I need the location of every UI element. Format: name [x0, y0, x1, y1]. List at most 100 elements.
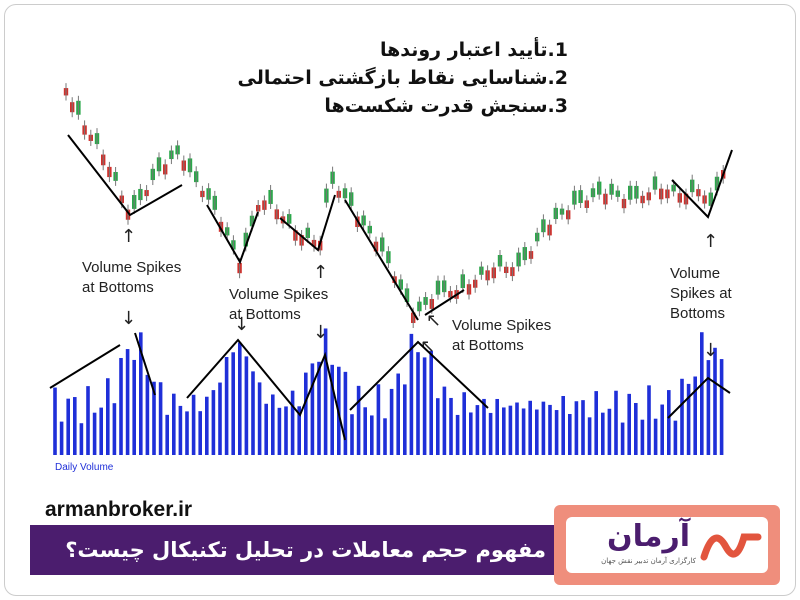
- svg-text:↑: ↑: [313, 262, 328, 283]
- volume-bar: [53, 387, 57, 455]
- volume-bar: [125, 349, 130, 455]
- trend-line: [671, 149, 733, 219]
- annotation: at Bottoms: [452, 337, 524, 354]
- volume-bar: [383, 418, 387, 455]
- volume-bar: [548, 404, 552, 455]
- volume-bar: [304, 372, 308, 455]
- annotation: Spikes at: [670, 285, 733, 302]
- site-url: armanbroker.ir: [45, 498, 193, 521]
- svg-text:↓: ↓: [313, 322, 328, 343]
- volume-bar: [455, 414, 460, 455]
- volume-bar: [620, 422, 625, 455]
- volume-bar: [112, 403, 117, 455]
- volume-bar: [152, 381, 156, 455]
- volume-bar: [416, 352, 420, 455]
- logo-tagline: کارگزاری آرمان تدبیر نقش جهان: [601, 557, 696, 565]
- logo-box: آرمان کارگزاری آرمان تدبیر نقش جهان: [566, 517, 768, 573]
- volume-bar: [132, 359, 136, 455]
- volume-bar: [462, 392, 466, 455]
- annotation: Volume Spikes: [452, 317, 551, 334]
- volume-bar: [594, 391, 598, 455]
- volume-bar: [363, 407, 367, 455]
- trend-line: [49, 344, 121, 389]
- volume-bar: [686, 383, 691, 455]
- volume-bar: [601, 412, 605, 455]
- volume-bar: [343, 371, 348, 455]
- volume-bar: [238, 342, 242, 455]
- svg-text:↖: ↖: [420, 336, 435, 357]
- volume-bar: [653, 418, 658, 455]
- trend-line: [344, 199, 419, 321]
- volume-bar: [59, 421, 64, 455]
- svg-text:↓: ↓: [234, 314, 249, 335]
- volume-bar: [568, 413, 572, 455]
- volume-bar: [66, 398, 70, 455]
- annotation: at Bottoms: [229, 306, 301, 323]
- volume-bar: [284, 406, 288, 455]
- volume-bar: [409, 333, 414, 455]
- volume-bar: [145, 374, 150, 455]
- volume-bar: [317, 361, 321, 455]
- trend-line: [279, 194, 336, 252]
- volume-bar: [475, 405, 480, 455]
- volume-bar: [706, 360, 711, 455]
- trend-line: [206, 204, 259, 265]
- volume-bar: [482, 398, 486, 455]
- volume-bar: [310, 363, 315, 455]
- volume-bar: [422, 357, 427, 455]
- volume-bar: [541, 401, 546, 455]
- volume-bar: [79, 423, 84, 455]
- list-item: 3.سنجش قدرت شکست‌ها: [324, 95, 568, 117]
- volume-bar: [673, 420, 678, 455]
- annotation: at Bottoms: [82, 279, 154, 296]
- trend-line: [186, 338, 346, 441]
- volume-bar: [719, 359, 724, 455]
- annotation: Volume Spikes: [82, 259, 181, 276]
- volume-bar: [554, 410, 559, 455]
- headline: مفهوم حجم معاملات در تحلیل تکنیکال چیست؟: [30, 525, 570, 575]
- volume-bar: [211, 390, 216, 455]
- volume-bar: [436, 398, 440, 455]
- volume-bar: [231, 352, 235, 455]
- logo-mark: [700, 533, 762, 561]
- volume-bar: [185, 411, 189, 455]
- logo-name: آرمان: [607, 519, 690, 554]
- volume-bar: [178, 405, 183, 455]
- volume-bar: [191, 394, 196, 455]
- volume-bar: [521, 408, 526, 455]
- volume-bar: [376, 384, 381, 455]
- volume-bar: [277, 407, 282, 455]
- volume-bar: [264, 403, 268, 455]
- volume-bar: [290, 390, 295, 455]
- volume-bar: [119, 357, 123, 455]
- volume-bar: [99, 407, 103, 455]
- svg-text:↓: ↓: [121, 308, 136, 329]
- svg-text:↑: ↑: [703, 231, 718, 252]
- volume-bar: [680, 378, 684, 455]
- volume-bar: [449, 397, 453, 455]
- volume-bar: [667, 390, 671, 455]
- volume-bar: [92, 412, 97, 455]
- volume-bar: [396, 373, 400, 455]
- volume-bar: [561, 396, 565, 455]
- volume-bar: [693, 376, 697, 455]
- volume-bar: [218, 382, 222, 455]
- trend-line: [349, 340, 489, 411]
- volume-bar: [323, 328, 328, 455]
- volume-bar: [165, 414, 169, 455]
- volume-bar: [271, 394, 275, 455]
- volume-bar: [86, 386, 90, 455]
- volume-bar: [251, 371, 255, 455]
- frame: [4, 4, 796, 596]
- volume-bar: [139, 332, 143, 455]
- volume-bar: [429, 350, 433, 455]
- volume-bar: [587, 417, 592, 455]
- svg-text:↓: ↓: [703, 340, 718, 361]
- volume-bar: [528, 400, 532, 455]
- trend-line: [134, 332, 156, 396]
- volume-bar: [627, 393, 631, 455]
- list: 1.تأیید اعتبار روندها 2.شناسایی نقاط باز…: [238, 36, 568, 120]
- volume-bar: [356, 385, 361, 455]
